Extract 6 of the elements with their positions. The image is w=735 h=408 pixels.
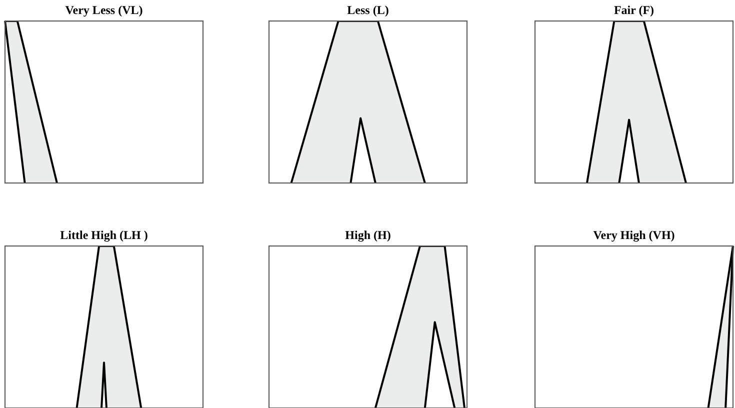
chart-title: High (H) — [344, 227, 392, 244]
chart-title: Less (L) — [346, 2, 390, 19]
chart-title: Very Less (VL) — [64, 2, 144, 19]
chart-title: Fair (F) — [612, 2, 656, 19]
chart-title: Very High (VH) — [592, 227, 676, 244]
chart-title: Little High (LH ) — [59, 227, 149, 244]
